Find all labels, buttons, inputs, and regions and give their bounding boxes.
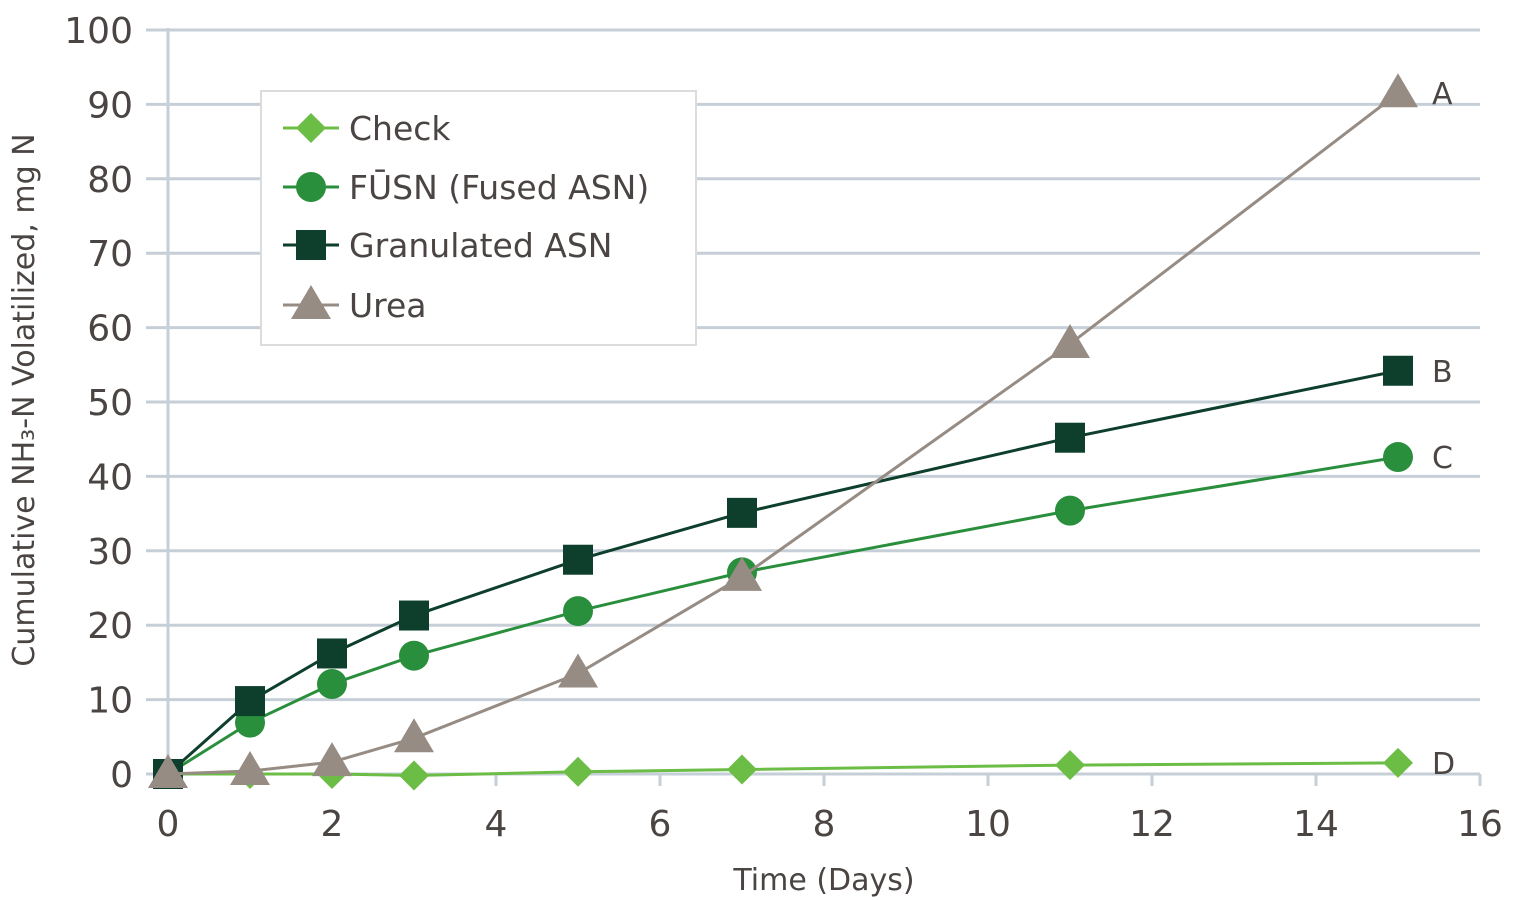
- data-point-square: [317, 638, 347, 669]
- data-point-triangle: [558, 653, 598, 688]
- series-granulated-asn: [153, 355, 1413, 789]
- data-point-circle: [1055, 495, 1085, 526]
- legend-marker-square: [296, 230, 326, 260]
- y-tick-label: 20: [87, 606, 133, 647]
- series-line-urea: [167, 92, 1399, 776]
- legend-label: Urea: [349, 286, 427, 325]
- data-point-triangle: [1050, 323, 1090, 358]
- x-tick-label: 10: [965, 804, 1011, 845]
- data-point-circle: [399, 640, 429, 671]
- data-point-square: [399, 600, 429, 631]
- x-tick-label: 4: [485, 804, 508, 845]
- y-tick-label: 80: [87, 160, 133, 201]
- data-point-square: [1383, 355, 1413, 386]
- x-tick-label: 6: [649, 804, 672, 845]
- y-tick-labels: 0 10 20 30 40 50 60 70 80 90 100: [64, 11, 133, 796]
- series-end-label: B: [1432, 355, 1453, 390]
- x-tick-label: 12: [1129, 804, 1175, 845]
- x-tick-label: 0: [157, 804, 180, 845]
- legend-marker-diamond: [296, 113, 326, 143]
- y-tick-label: 0: [110, 755, 133, 796]
- data-point-triangle: [1378, 73, 1418, 108]
- x-tick-labels: 0 2 4 6 8 10 12 14 16: [157, 804, 1503, 845]
- legend-marker-circle: [296, 172, 326, 202]
- legend-item-granulated-asn: Granulated ASN: [283, 226, 612, 265]
- legend-label: FŪSN (Fused ASN): [349, 168, 649, 207]
- x-tick-label: 2: [321, 804, 344, 845]
- legend-label: Check: [349, 109, 451, 148]
- data-point-circle: [1383, 442, 1413, 473]
- data-point-square: [235, 686, 265, 717]
- x-tick-label: 14: [1293, 804, 1339, 845]
- y-axis-title: Cumulative NH₃-N Volatilized, mg N: [7, 133, 42, 666]
- y-tick-label: 90: [87, 85, 133, 126]
- data-point-triangle: [312, 742, 352, 777]
- x-tick-label: 16: [1457, 804, 1503, 845]
- data-point-diamond: [399, 760, 429, 791]
- data-point-circle: [317, 668, 347, 699]
- y-tick-label: 50: [87, 383, 133, 424]
- legend-box: [260, 90, 697, 346]
- data-point-triangle: [394, 718, 434, 753]
- legend-item-check: Check: [283, 109, 451, 148]
- data-point-triangle: [230, 751, 270, 786]
- series-urea: [148, 73, 1418, 788]
- series-f-sn-fused-asn: [153, 442, 1413, 789]
- legend: Check FŪSN (Fused ASN) Granulated ASN Urea: [260, 90, 697, 346]
- y-tick-label: 100: [64, 11, 133, 52]
- data-point-triangle: [722, 556, 762, 591]
- legend-marker-triangle: [291, 285, 331, 319]
- legend-label: Granulated ASN: [349, 226, 612, 265]
- data-point-diamond: [1383, 747, 1413, 778]
- y-tick-label: 60: [87, 309, 133, 350]
- data-point-diamond: [563, 756, 593, 787]
- series-end-label: D: [1432, 747, 1455, 782]
- series-line-f-sn-fused-asn: [167, 455, 1399, 776]
- y-tick-label: 40: [87, 457, 133, 498]
- data-point-square: [563, 544, 593, 575]
- y-tick-label: 70: [87, 234, 133, 275]
- data-point-square: [727, 497, 757, 528]
- data-point-circle: [563, 596, 593, 627]
- data-point-square: [1055, 422, 1085, 453]
- x-axis-title: Time (Days): [732, 863, 914, 898]
- y-tick-label: 10: [87, 681, 133, 722]
- data-point-diamond: [727, 754, 757, 785]
- data-point-triangle: [148, 754, 188, 788]
- series-end-label: C: [1432, 441, 1453, 476]
- legend-item-f-sn-fused-asn: FŪSN (Fused ASN): [283, 168, 649, 207]
- series-end-labels: D C B A: [1432, 77, 1455, 782]
- legend-item-urea: Urea: [283, 285, 427, 325]
- x-tick-label: 8: [813, 804, 836, 845]
- y-tick-label: 30: [87, 532, 133, 573]
- series-end-label: A: [1432, 77, 1453, 112]
- data-point-diamond: [1055, 750, 1085, 781]
- series-line-granulated-asn: [167, 369, 1399, 776]
- series-group: [148, 73, 1418, 791]
